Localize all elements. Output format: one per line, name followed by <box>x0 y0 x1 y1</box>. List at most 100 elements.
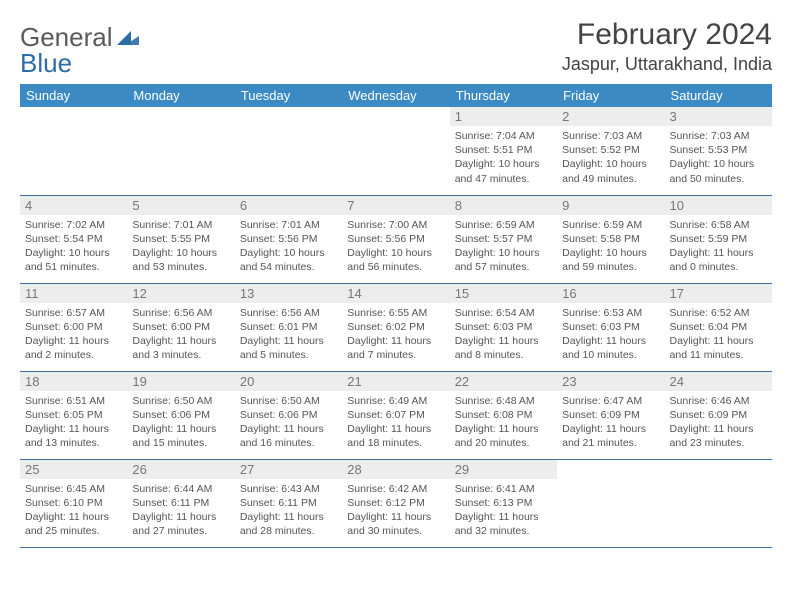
calendar-table: SundayMondayTuesdayWednesdayThursdayFrid… <box>20 84 772 548</box>
day-details: Sunrise: 6:58 AMSunset: 5:59 PMDaylight:… <box>670 218 767 275</box>
calendar-empty <box>342 107 449 195</box>
weekday-header: Tuesday <box>235 84 342 107</box>
day-details: Sunrise: 6:51 AMSunset: 6:05 PMDaylight:… <box>25 394 122 451</box>
title-block: February 2024 Jaspur, Uttarakhand, India <box>562 18 772 75</box>
day-number: 5 <box>127 196 234 215</box>
day-details: Sunrise: 6:50 AMSunset: 6:06 PMDaylight:… <box>240 394 337 451</box>
day-number: 28 <box>342 460 449 479</box>
calendar-day: 5 Sunrise: 7:01 AMSunset: 5:55 PMDaylight… <box>127 195 234 283</box>
calendar-day: 12Sunrise: 6:56 AMSunset: 6:00 PMDayligh… <box>127 283 234 371</box>
day-number: 19 <box>127 372 234 391</box>
calendar-header: SundayMondayTuesdayWednesdayThursdayFrid… <box>20 84 772 107</box>
calendar-empty <box>127 107 234 195</box>
calendar-day: 4 Sunrise: 7:02 AMSunset: 5:54 PMDaylight… <box>20 195 127 283</box>
calendar-day: 18 Sunrise: 6:51 AMSunset: 6:05 PMDayligh… <box>20 371 127 459</box>
day-details: Sunrise: 6:59 AMSunset: 5:58 PMDaylight:… <box>562 218 659 275</box>
calendar-day: 21 Sunrise: 6:49 AMSunset: 6:07 PMDayligh… <box>342 371 449 459</box>
day-number: 16 <box>557 284 664 303</box>
day-number: 12 <box>127 284 234 303</box>
location: Jaspur, Uttarakhand, India <box>562 54 772 75</box>
calendar-day: 22 Sunrise: 6:48 AMSunset: 6:08 PMDayligh… <box>450 371 557 459</box>
day-number: 6 <box>235 196 342 215</box>
calendar-day: 14 Sunrise: 6:55 AMSunset: 6:02 PMDayligh… <box>342 283 449 371</box>
header: GeneralBlue February 2024 Jaspur, Uttara… <box>20 18 772 76</box>
day-number: 13 <box>235 284 342 303</box>
day-details: Sunrise: 6:45 AMSunset: 6:10 PMDaylight:… <box>25 482 122 539</box>
day-number: 29 <box>450 460 557 479</box>
day-number: 15 <box>450 284 557 303</box>
weekday-header: Monday <box>127 84 234 107</box>
day-number: 8 <box>450 196 557 215</box>
calendar-empty <box>235 107 342 195</box>
day-number: 22 <box>450 372 557 391</box>
day-details: Sunrise: 7:04 AMSunset: 5:51 PMDaylight:… <box>455 129 552 186</box>
day-number: 2 <box>557 107 664 126</box>
calendar-empty <box>20 107 127 195</box>
calendar-day: 24 Sunrise: 6:46 AMSunset: 6:09 PMDayligh… <box>665 371 772 459</box>
calendar-day: 23Sunrise: 6:47 AMSunset: 6:09 PMDayligh… <box>557 371 664 459</box>
calendar-week: 4 Sunrise: 7:02 AMSunset: 5:54 PMDaylight… <box>20 195 772 283</box>
calendar-day: 1 Sunrise: 7:04 AMSunset: 5:51 PMDaylight… <box>450 107 557 195</box>
day-number: 3 <box>665 107 772 126</box>
day-details: Sunrise: 6:46 AMSunset: 6:09 PMDaylight:… <box>670 394 767 451</box>
day-number: 9 <box>557 196 664 215</box>
day-details: Sunrise: 6:49 AMSunset: 6:07 PMDaylight:… <box>347 394 444 451</box>
day-number: 18 <box>20 372 127 391</box>
day-number: 14 <box>342 284 449 303</box>
calendar-day: 13Sunrise: 6:56 AMSunset: 6:01 PMDayligh… <box>235 283 342 371</box>
day-number: 25 <box>20 460 127 479</box>
weekday-header: Friday <box>557 84 664 107</box>
day-number: 26 <box>127 460 234 479</box>
calendar-day: 25 Sunrise: 6:45 AMSunset: 6:10 PMDayligh… <box>20 459 127 547</box>
day-details: Sunrise: 6:42 AMSunset: 6:12 PMDaylight:… <box>347 482 444 539</box>
day-details: Sunrise: 7:02 AMSunset: 5:54 PMDaylight:… <box>25 218 122 275</box>
day-number: 4 <box>20 196 127 215</box>
day-details: Sunrise: 6:44 AMSunset: 6:11 PMDaylight:… <box>132 482 229 539</box>
day-details: Sunrise: 6:50 AMSunset: 6:06 PMDaylight:… <box>132 394 229 451</box>
day-details: Sunrise: 6:41 AMSunset: 6:13 PMDaylight:… <box>455 482 552 539</box>
calendar-week: 25 Sunrise: 6:45 AMSunset: 6:10 PMDayligh… <box>20 459 772 547</box>
month-title: February 2024 <box>562 18 772 52</box>
calendar-week: 11Sunrise: 6:57 AMSunset: 6:00 PMDayligh… <box>20 283 772 371</box>
day-number: 17 <box>665 284 772 303</box>
calendar-body: 1 Sunrise: 7:04 AMSunset: 5:51 PMDaylight… <box>20 107 772 547</box>
day-number: 11 <box>20 284 127 303</box>
day-details: Sunrise: 6:54 AMSunset: 6:03 PMDaylight:… <box>455 306 552 363</box>
calendar-day: 29 Sunrise: 6:41 AMSunset: 6:13 PMDayligh… <box>450 459 557 547</box>
day-details: Sunrise: 7:01 AMSunset: 5:55 PMDaylight:… <box>132 218 229 275</box>
calendar-week: 1 Sunrise: 7:04 AMSunset: 5:51 PMDaylight… <box>20 107 772 195</box>
day-number: 10 <box>665 196 772 215</box>
calendar-day: 6Sunrise: 7:01 AMSunset: 5:56 PMDaylight… <box>235 195 342 283</box>
day-details: Sunrise: 7:00 AMSunset: 5:56 PMDaylight:… <box>347 218 444 275</box>
calendar-day: 19 Sunrise: 6:50 AMSunset: 6:06 PMDayligh… <box>127 371 234 459</box>
calendar-day: 27Sunrise: 6:43 AMSunset: 6:11 PMDayligh… <box>235 459 342 547</box>
brand-part2: Blue <box>20 48 72 78</box>
day-number: 24 <box>665 372 772 391</box>
calendar-day: 7 Sunrise: 7:00 AMSunset: 5:56 PMDaylight… <box>342 195 449 283</box>
calendar-day: 26 Sunrise: 6:44 AMSunset: 6:11 PMDayligh… <box>127 459 234 547</box>
calendar-day: 17 Sunrise: 6:52 AMSunset: 6:04 PMDayligh… <box>665 283 772 371</box>
calendar-day: 11Sunrise: 6:57 AMSunset: 6:00 PMDayligh… <box>20 283 127 371</box>
calendar-day: 10 Sunrise: 6:58 AMSunset: 5:59 PMDayligh… <box>665 195 772 283</box>
sail-icon <box>116 26 142 48</box>
calendar-day: 2 Sunrise: 7:03 AMSunset: 5:52 PMDaylight… <box>557 107 664 195</box>
day-details: Sunrise: 6:53 AMSunset: 6:03 PMDaylight:… <box>562 306 659 363</box>
brand-logo: GeneralBlue <box>20 18 142 76</box>
calendar-day: 9 Sunrise: 6:59 AMSunset: 5:58 PMDaylight… <box>557 195 664 283</box>
day-number: 20 <box>235 372 342 391</box>
day-details: Sunrise: 6:55 AMSunset: 6:02 PMDaylight:… <box>347 306 444 363</box>
calendar-week: 18 Sunrise: 6:51 AMSunset: 6:05 PMDayligh… <box>20 371 772 459</box>
weekday-header: Saturday <box>665 84 772 107</box>
day-number: 7 <box>342 196 449 215</box>
day-details: Sunrise: 7:03 AMSunset: 5:52 PMDaylight:… <box>562 129 659 186</box>
calendar-day: 20 Sunrise: 6:50 AMSunset: 6:06 PMDayligh… <box>235 371 342 459</box>
calendar-empty <box>665 459 772 547</box>
day-details: Sunrise: 6:48 AMSunset: 6:08 PMDaylight:… <box>455 394 552 451</box>
day-number: 27 <box>235 460 342 479</box>
day-details: Sunrise: 7:03 AMSunset: 5:53 PMDaylight:… <box>670 129 767 186</box>
day-details: Sunrise: 6:52 AMSunset: 6:04 PMDaylight:… <box>670 306 767 363</box>
weekday-header: Wednesday <box>342 84 449 107</box>
day-number: 23 <box>557 372 664 391</box>
day-number: 1 <box>450 107 557 126</box>
day-number: 21 <box>342 372 449 391</box>
